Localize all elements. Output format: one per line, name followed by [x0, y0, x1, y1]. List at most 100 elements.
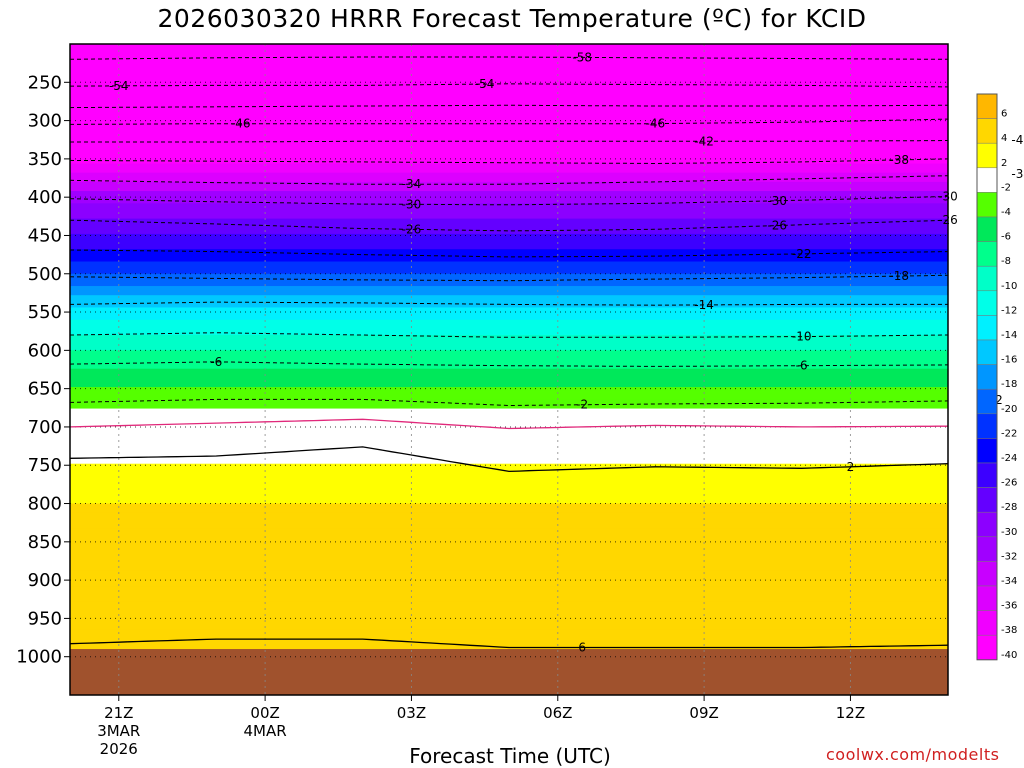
temperature-band	[70, 227, 948, 232]
isotherm-label: -42	[1011, 133, 1024, 147]
temperature-band	[70, 319, 948, 324]
isotherm-line	[69, 249, 949, 258]
colorbar-label: 6	[1001, 109, 1007, 120]
temperature-band	[70, 264, 948, 269]
temperature-band	[70, 282, 948, 287]
colorbar-swatch	[976, 241, 998, 267]
temperature-band	[70, 178, 948, 183]
temperature-band	[70, 472, 948, 477]
temperature-band	[70, 59, 948, 63]
temperature-band	[70, 494, 948, 499]
temperature-band	[70, 184, 948, 189]
temperature-band	[70, 175, 948, 180]
isotherm-label: -2	[576, 398, 588, 412]
temperature-band	[70, 488, 948, 492]
temperature-band	[70, 546, 948, 551]
temperature-band	[70, 353, 948, 358]
temperature-band	[70, 521, 948, 526]
colorbar-swatch	[976, 610, 998, 636]
temperature-band	[70, 53, 948, 57]
pressure-tick-label: 800	[28, 494, 62, 515]
temperature-band	[70, 500, 948, 505]
isotherm-label: -6	[210, 355, 222, 369]
temperature-band	[70, 338, 948, 342]
temperature-band	[70, 570, 948, 575]
temperature-band	[70, 194, 948, 198]
isotherm-label: -54	[109, 79, 129, 93]
temperature-band	[70, 273, 948, 278]
temperature-band	[70, 129, 948, 134]
temperature-band	[70, 77, 948, 82]
freezing-line	[69, 418, 948, 430]
temperature-band	[70, 279, 948, 284]
temperature-band	[70, 350, 948, 355]
isotherm-labels: -58-54-54-46-46-42-42-38-34-34-30-30-30-…	[109, 50, 1024, 655]
isotherm-line	[69, 446, 949, 473]
temperature-band	[70, 619, 948, 624]
temperature-band	[70, 307, 948, 312]
temperature-band	[70, 310, 948, 315]
temperature-band	[70, 120, 948, 125]
isotherm-label: 6	[578, 641, 586, 655]
pressure-tick-label: 750	[28, 455, 62, 476]
credit-link[interactable]: coolwx.com/modelts	[826, 745, 1000, 764]
isotherm-line	[69, 175, 949, 185]
ground-surface	[70, 649, 948, 695]
temperature-band	[70, 344, 948, 348]
temperature-band	[70, 543, 948, 548]
temperature-band	[70, 552, 948, 557]
plot-frame	[69, 43, 949, 696]
temperature-band	[70, 197, 948, 201]
colorbar-label: -2	[1001, 182, 1011, 193]
isotherm-label: -46	[646, 117, 666, 131]
temperature-band	[70, 491, 948, 495]
time-tick-label: 21Z	[104, 704, 133, 722]
isotherm-label: -26	[767, 219, 787, 233]
colorbar-label: 4	[1001, 133, 1007, 144]
pressure-tick-label: 950	[28, 608, 62, 629]
temperature-band	[70, 497, 948, 502]
temperature-band	[70, 261, 948, 266]
temperature-band	[70, 212, 948, 217]
isotherm-label: -6	[796, 359, 808, 373]
colorbar-label: -18	[1001, 379, 1017, 390]
temperature-band	[70, 534, 948, 538]
temperature-band	[70, 454, 948, 459]
time-gridlines	[118, 44, 851, 695]
temperature-band	[70, 258, 948, 263]
temperature-band	[70, 292, 948, 296]
pressure-tick-label: 400	[28, 187, 62, 208]
temperature-band	[70, 460, 948, 465]
temperature-band	[70, 126, 948, 131]
pressure-tick-label: 550	[28, 302, 62, 323]
colorbar-label: -34	[1001, 576, 1017, 587]
temperature-band	[70, 322, 948, 327]
isotherm-label: -14	[694, 298, 714, 312]
temperature-band	[70, 567, 948, 572]
temperature-band	[70, 145, 948, 149]
temperature-band	[70, 203, 948, 207]
colorbar-label: -6	[1001, 232, 1011, 243]
isotherm-label: -54	[475, 77, 495, 91]
temperature-band	[70, 328, 948, 333]
colorbar-swatch	[976, 290, 998, 316]
temperature-band	[70, 313, 948, 318]
colorbar-label: -16	[1001, 355, 1017, 366]
pressure-tick-label: 650	[28, 379, 62, 400]
temperature-band	[70, 224, 948, 229]
colorbar-label: -32	[1001, 551, 1017, 562]
isotherm-label: -34	[1011, 167, 1024, 181]
colorbar-label: -38	[1001, 625, 1017, 636]
isotherm-line	[69, 274, 949, 282]
colorbar-label: -30	[1001, 527, 1017, 538]
temperature-band	[70, 206, 948, 211]
temperature-band	[70, 613, 948, 618]
temperature-band	[70, 457, 948, 462]
temperature-band	[70, 607, 948, 612]
temperature-band	[70, 289, 948, 293]
temperature-band	[70, 270, 948, 275]
temperature-band	[70, 515, 948, 520]
temperature-band	[70, 512, 948, 517]
temperature-band	[70, 601, 948, 606]
temperature-band	[70, 414, 948, 419]
